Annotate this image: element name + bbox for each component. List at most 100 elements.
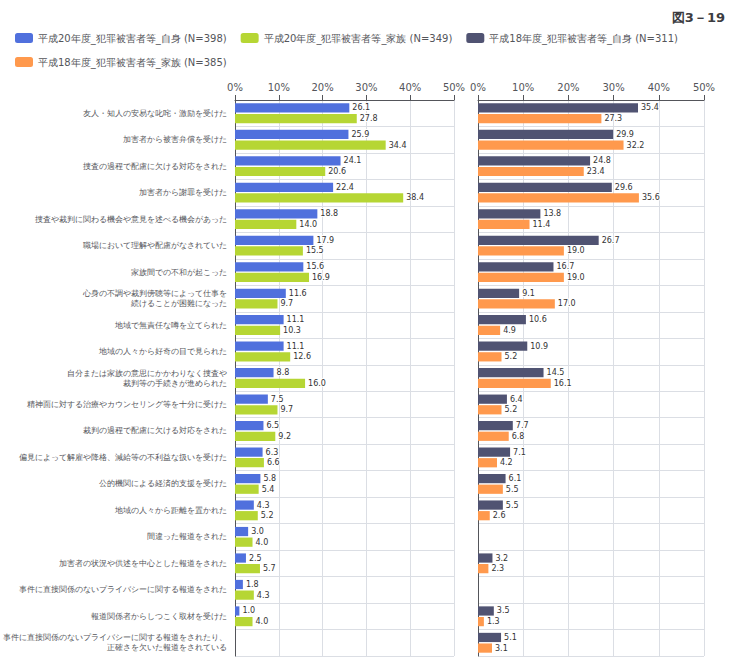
svg-text:5.5: 5.5 xyxy=(506,485,519,494)
svg-text:平成18年度_犯罪被害者等_自身 (N=311): 平成18年度_犯罪被害者等_自身 (N=311) xyxy=(489,33,678,45)
svg-text:9.7: 9.7 xyxy=(280,405,293,414)
svg-text:18.8: 18.8 xyxy=(320,209,338,218)
svg-text:27.8: 27.8 xyxy=(360,114,378,123)
svg-text:5.7: 5.7 xyxy=(263,564,276,573)
svg-text:3.0: 3.0 xyxy=(251,527,264,536)
svg-text:裁判の過程で配慮に欠ける対応をされた: 裁判の過程で配慮に欠ける対応をされた xyxy=(83,426,227,435)
svg-text:友人・知人の安易な叱咤・激励を受けた: 友人・知人の安易な叱咤・激励を受けた xyxy=(83,109,227,118)
svg-text:6.1: 6.1 xyxy=(509,474,522,483)
svg-text:公的機関による経済的支援を受けた: 公的機関による経済的支援を受けた xyxy=(99,479,227,488)
svg-text:5.4: 5.4 xyxy=(262,485,275,494)
svg-text:6.4: 6.4 xyxy=(510,395,523,404)
svg-text:6.8: 6.8 xyxy=(512,432,525,441)
svg-text:4.9: 4.9 xyxy=(503,326,516,335)
svg-text:5.2: 5.2 xyxy=(261,511,274,520)
svg-text:9.7: 9.7 xyxy=(280,299,293,308)
svg-text:図3－19: 図3－19 xyxy=(672,10,725,25)
svg-text:続けることが困難になった: 続けることが困難になった xyxy=(130,299,227,308)
svg-text:5.2: 5.2 xyxy=(505,352,518,361)
svg-text:4.0: 4.0 xyxy=(256,538,269,547)
svg-text:16.7: 16.7 xyxy=(556,262,574,271)
svg-text:9.2: 9.2 xyxy=(278,432,291,441)
svg-text:平成20年度_犯罪被害者等_家族 (N=349): 平成20年度_犯罪被害者等_家族 (N=349) xyxy=(264,33,453,45)
svg-text:19.0: 19.0 xyxy=(567,273,585,282)
svg-text:34.4: 34.4 xyxy=(389,141,407,150)
svg-text:1.3: 1.3 xyxy=(487,617,500,626)
svg-text:3.5: 3.5 xyxy=(497,606,510,615)
svg-text:10.6: 10.6 xyxy=(529,315,547,324)
svg-text:偏見によって解雇や降格、減給等の不利益な扱いを受けた: 偏見によって解雇や降格、減給等の不利益な扱いを受けた xyxy=(19,453,227,462)
svg-text:12.6: 12.6 xyxy=(293,352,311,361)
svg-text:2.5: 2.5 xyxy=(249,554,262,563)
svg-text:26.1: 26.1 xyxy=(352,103,370,112)
svg-text:1.8: 1.8 xyxy=(246,580,259,589)
svg-text:裁判等の手続きが進められた: 裁判等の手続きが進められた xyxy=(123,379,227,388)
svg-text:正確さを欠いた報道をされている: 正確さを欠いた報道をされている xyxy=(107,643,227,652)
svg-text:3.1: 3.1 xyxy=(495,644,508,653)
svg-text:30%: 30% xyxy=(355,82,377,93)
svg-text:1.0: 1.0 xyxy=(242,606,255,615)
svg-text:35.4: 35.4 xyxy=(641,103,659,112)
svg-text:10.3: 10.3 xyxy=(283,326,301,335)
svg-text:7.7: 7.7 xyxy=(516,421,529,430)
svg-text:17.0: 17.0 xyxy=(558,299,576,308)
svg-text:50%: 50% xyxy=(693,82,715,93)
svg-text:平成18年度_犯罪被害者等_家族 (N=385): 平成18年度_犯罪被害者等_家族 (N=385) xyxy=(38,57,227,69)
svg-text:38.4: 38.4 xyxy=(406,193,424,202)
svg-text:平成20年度_犯罪被害者等_自身 (N=398): 平成20年度_犯罪被害者等_自身 (N=398) xyxy=(38,33,227,45)
svg-text:地域で無責任な噂を立てられた: 地域で無責任な噂を立てられた xyxy=(114,321,227,330)
svg-text:40%: 40% xyxy=(648,82,670,93)
svg-text:自分または家族の意思にかかわりなく捜査や: 自分または家族の意思にかかわりなく捜査や xyxy=(67,369,227,378)
svg-text:0%: 0% xyxy=(227,82,243,93)
svg-text:13.8: 13.8 xyxy=(543,209,561,218)
svg-text:16.1: 16.1 xyxy=(554,379,572,388)
svg-text:4.3: 4.3 xyxy=(257,591,270,600)
svg-text:24.8: 24.8 xyxy=(593,156,611,165)
svg-text:29.6: 29.6 xyxy=(615,183,633,192)
svg-text:捜査や裁判に関わる機会や意見を述べる機会があった: 捜査や裁判に関わる機会や意見を述べる機会があった xyxy=(35,215,227,224)
svg-text:8.8: 8.8 xyxy=(277,368,290,377)
svg-text:7.1: 7.1 xyxy=(513,448,526,457)
svg-text:40%: 40% xyxy=(399,82,421,93)
svg-text:11.6: 11.6 xyxy=(289,289,307,298)
svg-text:15.5: 15.5 xyxy=(306,246,324,255)
svg-text:50%: 50% xyxy=(443,82,465,93)
svg-text:7.5: 7.5 xyxy=(271,395,284,404)
svg-text:11.4: 11.4 xyxy=(533,220,551,229)
svg-text:6.5: 6.5 xyxy=(266,421,279,430)
svg-text:精神面に対する治療やカウンセリング等を十分に受けた: 精神面に対する治療やカウンセリング等を十分に受けた xyxy=(27,400,227,409)
svg-text:10%: 10% xyxy=(268,82,290,93)
svg-text:35.6: 35.6 xyxy=(642,193,660,202)
svg-text:捜査の過程で配慮に欠ける対応をされた: 捜査の過程で配慮に欠ける対応をされた xyxy=(83,162,227,171)
svg-text:4.2: 4.2 xyxy=(500,458,513,467)
svg-text:地域の人々から好奇の目で見られた: 地域の人々から好奇の目で見られた xyxy=(98,347,227,356)
svg-text:6.6: 6.6 xyxy=(267,458,280,467)
svg-text:6.3: 6.3 xyxy=(266,448,279,457)
svg-text:事件に直接関係のないプライバシーに関する報道をされた: 事件に直接関係のないプライバシーに関する報道をされた xyxy=(19,585,227,594)
svg-text:14.5: 14.5 xyxy=(547,368,565,377)
svg-text:2.3: 2.3 xyxy=(491,564,504,573)
svg-text:29.9: 29.9 xyxy=(616,130,634,139)
svg-text:4.0: 4.0 xyxy=(256,617,269,626)
svg-text:職場において理解や配慮がなされていた: 職場において理解や配慮がなされていた xyxy=(83,241,227,250)
svg-text:26.7: 26.7 xyxy=(602,236,620,245)
svg-text:事件に直接関係のないプライバシーに関する報道をされたり、: 事件に直接関係のないプライバシーに関する報道をされたり、 xyxy=(3,633,227,642)
svg-text:5.2: 5.2 xyxy=(505,405,518,414)
svg-text:家族間での不和が起こった: 家族間での不和が起こった xyxy=(131,268,227,277)
svg-text:報道関係者からしつこく取材を受けた: 報道関係者からしつこく取材を受けた xyxy=(91,612,227,621)
svg-text:2.6: 2.6 xyxy=(493,511,506,520)
svg-text:地域の人々から距離を置かれた: 地域の人々から距離を置かれた xyxy=(114,506,227,515)
svg-text:10%: 10% xyxy=(512,82,534,93)
svg-text:20%: 20% xyxy=(557,82,579,93)
svg-text:20.6: 20.6 xyxy=(328,167,346,176)
svg-text:加害者の状況や供述を中心とした報道をされた: 加害者の状況や供述を中心とした報道をされた xyxy=(59,559,227,568)
svg-text:19.0: 19.0 xyxy=(567,246,585,255)
svg-text:9.1: 9.1 xyxy=(522,289,535,298)
svg-text:間違った報道をされた: 間違った報道をされた xyxy=(147,532,227,541)
svg-text:心身の不調や裁判傍聴等によって仕事を: 心身の不調や裁判傍聴等によって仕事を xyxy=(82,289,227,298)
svg-text:27.3: 27.3 xyxy=(604,114,622,123)
svg-text:20%: 20% xyxy=(311,82,333,93)
svg-text:14.0: 14.0 xyxy=(299,220,317,229)
svg-text:16.9: 16.9 xyxy=(312,273,330,282)
svg-text:10.9: 10.9 xyxy=(530,342,548,351)
